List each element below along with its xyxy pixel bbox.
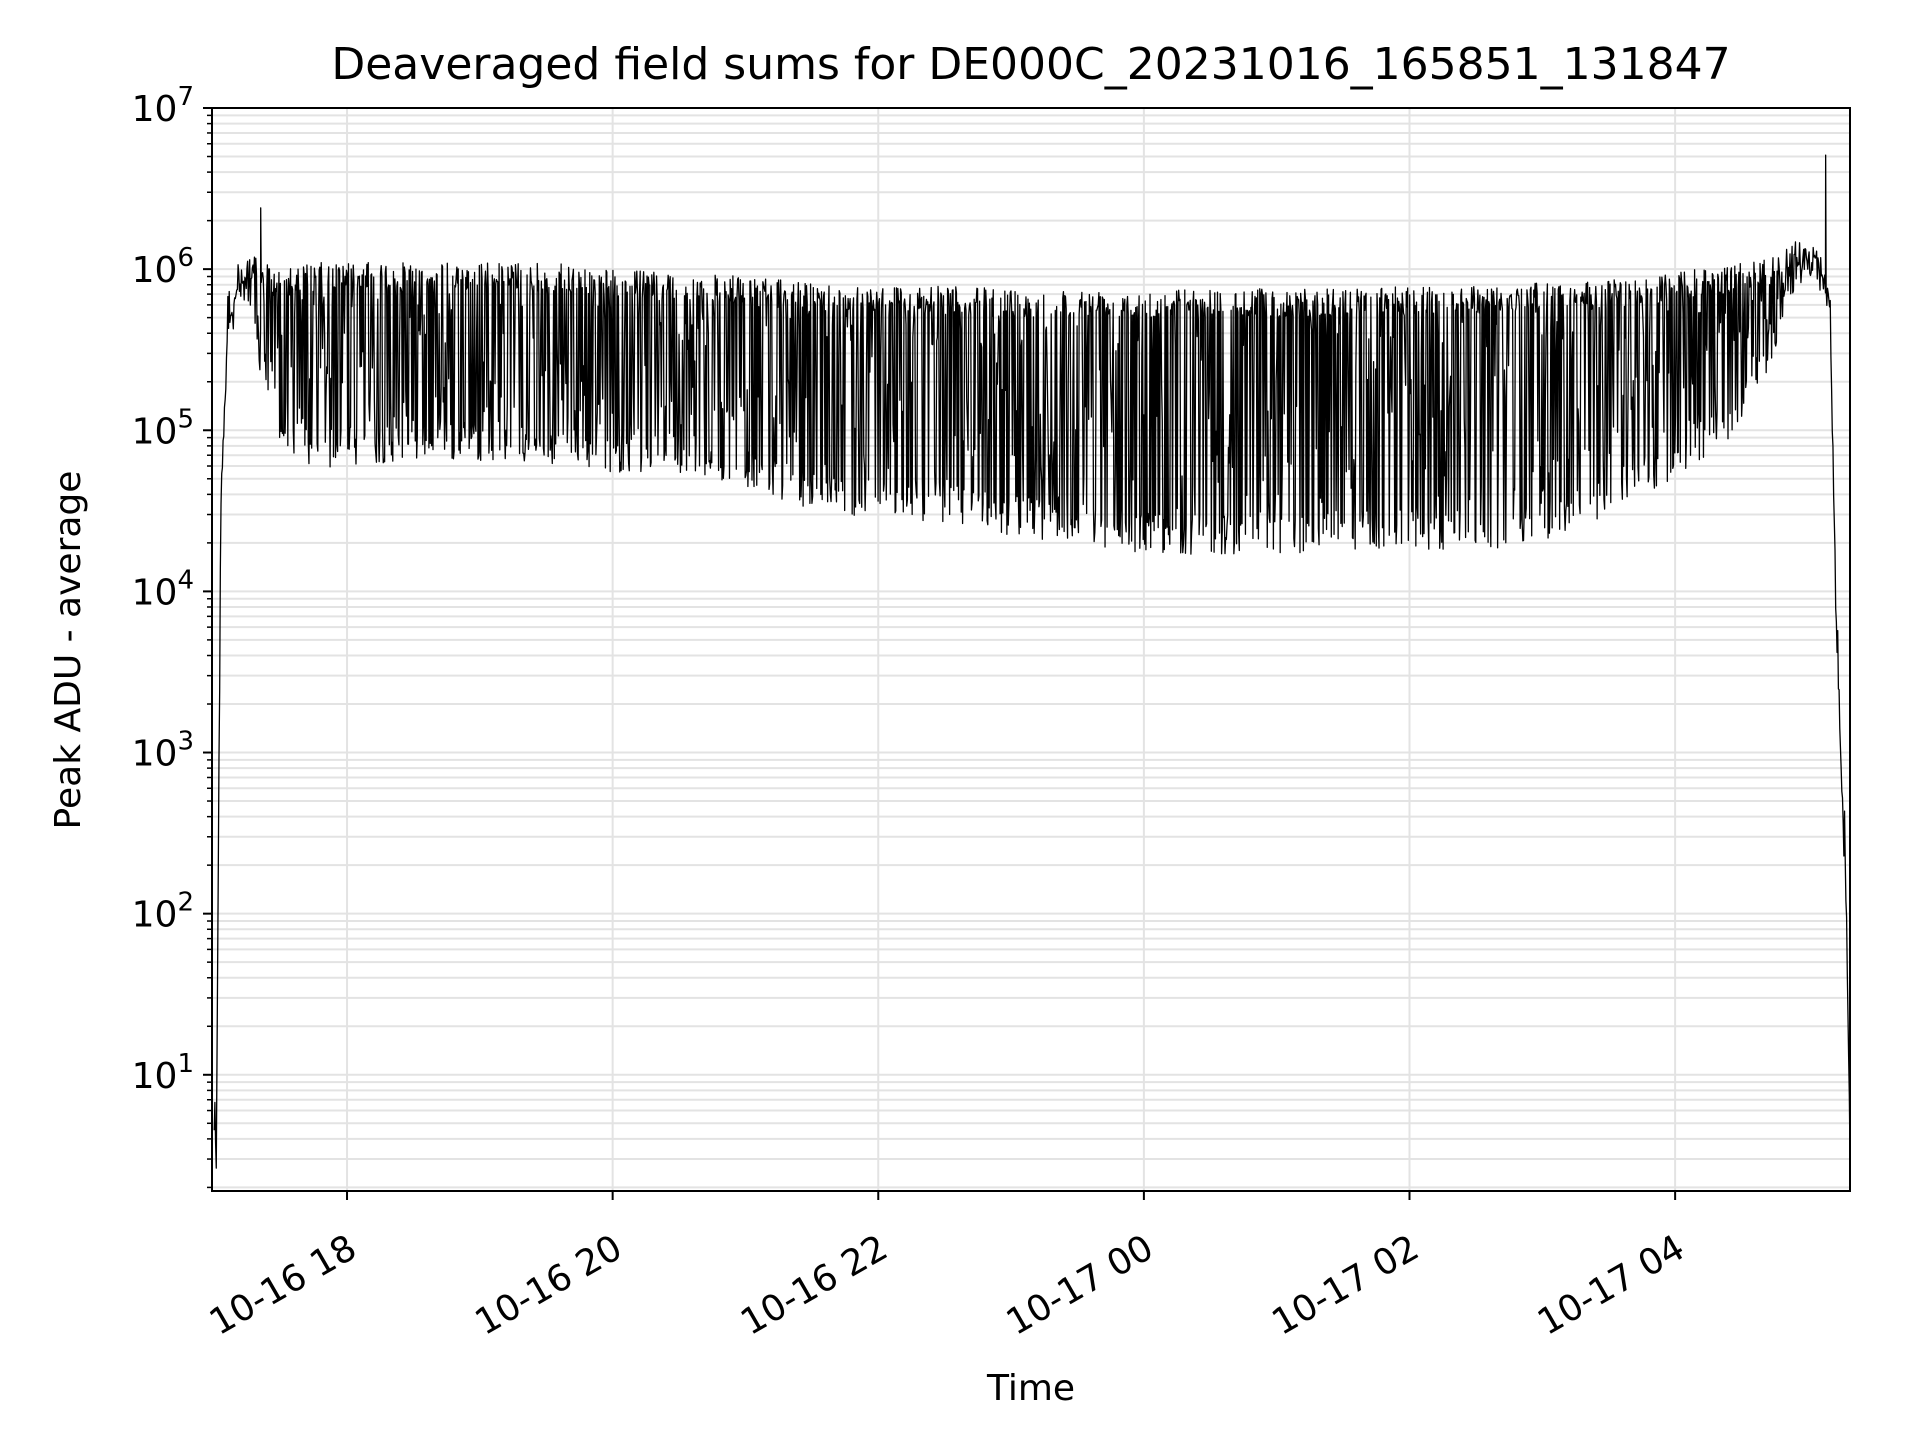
y-tick-label: 102 (132, 888, 194, 936)
chart-title: Deaveraged field sums for DE000C_2023101… (331, 39, 1730, 90)
plot-frame (211, 107, 1851, 1192)
y-tick-label: 105 (132, 404, 194, 452)
y-tick-label: 103 (132, 727, 194, 775)
y-tick-label: 106 (132, 243, 194, 291)
y-tick-label: 107 (132, 82, 194, 130)
series-line (213, 154, 1850, 1169)
y-tick-label: 104 (132, 565, 194, 613)
y-axis-label: Peak ADU - average (48, 471, 89, 830)
series-layer (213, 154, 1850, 1169)
x-axis-label: Time (986, 1368, 1075, 1409)
y-tick-label: 101 (132, 1049, 194, 1097)
